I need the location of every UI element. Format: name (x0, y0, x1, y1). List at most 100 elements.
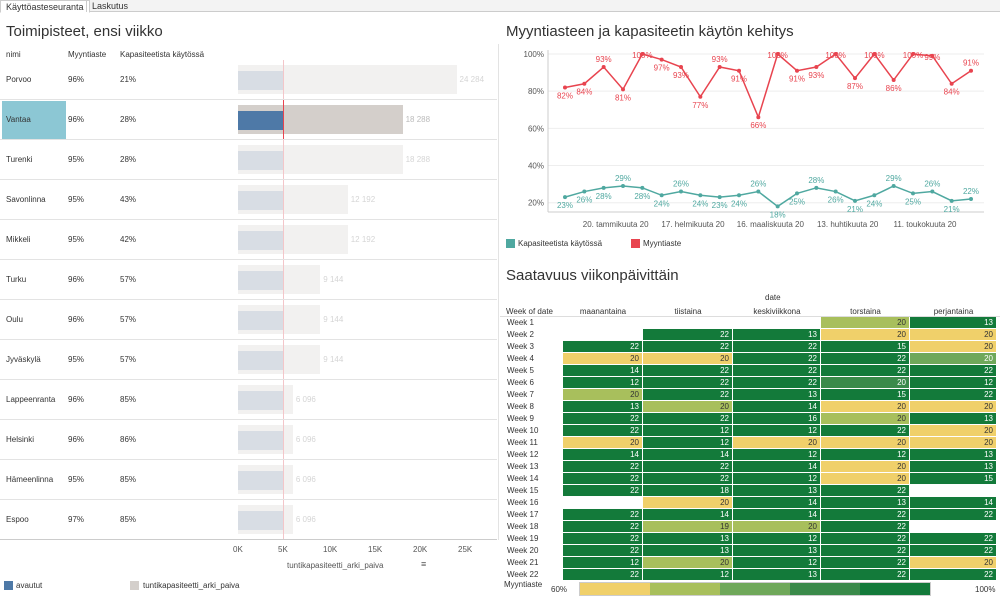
heatmap-cell[interactable]: 20 (910, 329, 997, 341)
heatmap-cell[interactable]: 22 (733, 341, 821, 353)
heatmap-cell[interactable]: 20 (821, 401, 910, 413)
heatmap-cell[interactable]: 20 (910, 341, 997, 353)
heatmap-cell[interactable]: 22 (643, 329, 733, 341)
open-bar[interactable] (238, 71, 284, 90)
open-bar[interactable] (238, 471, 284, 490)
heatmap-cell[interactable]: 14 (563, 449, 643, 461)
open-bar[interactable] (238, 111, 284, 130)
heatmap-cell[interactable]: 20 (821, 413, 910, 425)
heatmap-cell[interactable]: 22 (821, 557, 910, 569)
heatmap-cell[interactable]: 14 (733, 497, 821, 509)
tab-laskutus[interactable]: Laskutus (86, 0, 133, 12)
tab-kayttoasteseuranta[interactable]: Käyttöasteseuranta (0, 0, 90, 13)
heatmap-cell[interactable]: 12 (910, 377, 997, 389)
heatmap-cell[interactable]: 22 (910, 545, 997, 557)
heatmap-cell[interactable]: 20 (563, 437, 643, 449)
table-row[interactable]: Porvoo 96% 21% 24 284 (0, 60, 497, 100)
heatmap-cell[interactable]: 19 (643, 521, 733, 533)
heatmap-cell[interactable]: 22 (563, 545, 643, 557)
heatmap-cell[interactable]: 22 (733, 365, 821, 377)
heatmap-cell[interactable]: 22 (910, 365, 997, 377)
heatmap-cell[interactable]: 20 (821, 329, 910, 341)
open-bar[interactable] (238, 311, 284, 330)
heatmap-cell[interactable]: 15 (821, 389, 910, 401)
heatmap-cell[interactable]: 22 (910, 569, 997, 581)
heatmap-cell[interactable]: 12 (733, 449, 821, 461)
heatmap-cell[interactable]: 22 (643, 365, 733, 377)
heatmap-cell[interactable]: 22 (563, 521, 643, 533)
heatmap-cell[interactable]: 22 (563, 341, 643, 353)
heatmap-cell[interactable]: 20 (821, 377, 910, 389)
heatmap-cell[interactable]: 20 (910, 437, 997, 449)
heatmap-cell[interactable]: 13 (643, 545, 733, 557)
sort-icon[interactable]: ≡ (421, 559, 427, 569)
heatmap-cell[interactable]: 20 (821, 461, 910, 473)
heatmap-cell[interactable]: 14 (563, 365, 643, 377)
heatmap-cell[interactable]: 13 (563, 401, 643, 413)
heatmap-cell[interactable]: 12 (733, 473, 821, 485)
heatmap-cell[interactable]: 13 (910, 461, 997, 473)
heatmap-cell[interactable]: 22 (563, 569, 643, 581)
heatmap-cell[interactable]: 20 (910, 353, 997, 365)
heatmap-cell[interactable]: 13 (733, 329, 821, 341)
open-bar[interactable] (238, 191, 284, 210)
heatmap-cell[interactable]: 14 (643, 509, 733, 521)
heatmap-cell[interactable]: 22 (643, 461, 733, 473)
heatmap-cell[interactable]: 15 (821, 341, 910, 353)
heatmap-cell[interactable]: 22 (910, 389, 997, 401)
heatmap-cell[interactable]: 22 (821, 569, 910, 581)
heatmap-cell[interactable]: 22 (643, 341, 733, 353)
heatmap-cell[interactable]: 20 (563, 353, 643, 365)
heatmap-cell[interactable]: 13 (643, 533, 733, 545)
heatmap-cell[interactable]: 12 (733, 557, 821, 569)
heatmap-cell[interactable]: 12 (643, 569, 733, 581)
heatmap-cell[interactable]: 20 (910, 425, 997, 437)
heatmap-cell[interactable]: 22 (643, 473, 733, 485)
heatmap-cell[interactable]: 13 (733, 569, 821, 581)
heatmap-cell[interactable]: 12 (733, 425, 821, 437)
heatmap-cell[interactable]: 20 (821, 473, 910, 485)
heatmap-cell[interactable]: 22 (563, 425, 643, 437)
heatmap-cell[interactable]: 20 (821, 437, 910, 449)
heatmap-cell[interactable]: 22 (821, 545, 910, 557)
heatmap-cell[interactable]: 20 (910, 401, 997, 413)
heatmap-cell[interactable]: 22 (910, 509, 997, 521)
heatmap-cell[interactable]: 20 (910, 557, 997, 569)
heatmap-cell[interactable]: 22 (733, 353, 821, 365)
heatmap-cell[interactable]: 13 (733, 545, 821, 557)
open-bar[interactable] (238, 151, 284, 170)
heatmap-cell[interactable]: 22 (563, 413, 643, 425)
heatmap-cell[interactable]: 22 (821, 485, 910, 497)
table-row[interactable]: Jyväskylä 95% 57% 9 144 (0, 340, 497, 380)
heatmap-cell[interactable]: 12 (643, 437, 733, 449)
heatmap-cell[interactable]: 22 (910, 533, 997, 545)
heatmap-cell[interactable]: 22 (643, 413, 733, 425)
heatmap-cell[interactable]: 12 (643, 425, 733, 437)
heatmap-cell[interactable]: 22 (821, 425, 910, 437)
table-row[interactable]: Hämeenlinna 95% 85% 6 096 (0, 460, 497, 500)
heatmap-cell[interactable]: 13 (733, 485, 821, 497)
heatmap-cell[interactable]: 15 (910, 473, 997, 485)
table-row[interactable]: Lappeenranta 96% 85% 6 096 (0, 380, 497, 420)
heatmap-cell[interactable]: 13 (910, 413, 997, 425)
heatmap-cell[interactable]: 12 (563, 557, 643, 569)
heatmap-cell[interactable]: 13 (733, 389, 821, 401)
heatmap-cell[interactable]: 13 (910, 317, 997, 329)
heatmap-cell[interactable]: 22 (643, 377, 733, 389)
heatmap-cell[interactable]: 20 (563, 389, 643, 401)
heatmap-cell[interactable]: 14 (733, 401, 821, 413)
table-row[interactable]: Savonlinna 95% 43% 12 192 (0, 180, 497, 220)
heatmap-cell[interactable]: 16 (733, 413, 821, 425)
open-bar[interactable] (238, 271, 284, 290)
heatmap-cell[interactable]: 22 (733, 377, 821, 389)
table-row[interactable]: Espoo 97% 85% 6 096 (0, 500, 497, 540)
heatmap-cell[interactable]: 12 (563, 377, 643, 389)
heatmap-cell[interactable]: 22 (821, 533, 910, 545)
heatmap-cell[interactable]: 14 (733, 509, 821, 521)
heatmap-cell[interactable]: 20 (733, 521, 821, 533)
heatmap-cell[interactable]: 14 (643, 449, 733, 461)
heatmap-cell[interactable]: 20 (643, 557, 733, 569)
open-bar[interactable] (238, 431, 284, 450)
heatmap-cell[interactable]: 20 (643, 497, 733, 509)
heatmap-cell[interactable]: 12 (821, 449, 910, 461)
